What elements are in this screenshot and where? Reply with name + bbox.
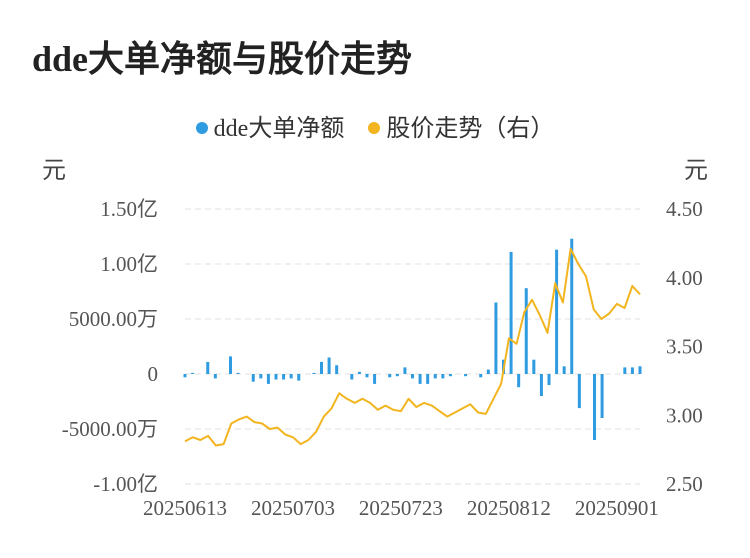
- dde-bar: [441, 374, 445, 379]
- dde-bar: [251, 374, 255, 382]
- dde-bar: [517, 374, 521, 388]
- dde-bar: [532, 359, 536, 374]
- dde-bar: [509, 251, 513, 374]
- dde-bar: [183, 374, 187, 378]
- y-right-tick-label: 3.00: [666, 403, 703, 427]
- dde-bar: [426, 374, 430, 384]
- dde-bar: [289, 374, 293, 379]
- dde-bar: [600, 374, 604, 418]
- dde-bar: [547, 374, 551, 385]
- dde-bar: [479, 374, 483, 378]
- dde-bar: [312, 372, 316, 374]
- dde-bar: [448, 374, 452, 377]
- chart-title: dde大单净额与股价走势: [32, 39, 413, 79]
- dde-bar: [357, 371, 361, 374]
- dde-bar: [350, 374, 354, 380]
- dde-bar: [282, 374, 286, 380]
- legend-item-dde[interactable]: dde大单净额: [195, 108, 345, 143]
- dde-bar: [630, 367, 634, 374]
- legend: dde大单净额 股价走势（右）: [0, 108, 750, 143]
- dde-bar: [229, 356, 232, 374]
- dde-bar: [494, 302, 498, 374]
- dde-bar: [411, 374, 414, 379]
- dde-bar: [418, 374, 422, 384]
- x-tick-label: 20250723: [359, 496, 443, 520]
- dde-bar: [274, 374, 278, 380]
- y-right-unit: 元: [684, 158, 708, 184]
- legend-item-price[interactable]: 股价走势（右）: [368, 108, 554, 143]
- y-right-tick-label: 4.00: [666, 266, 703, 290]
- axis-labels: 1.50亿 1.00亿 5000.00万 0 -5000.00万 -1.00亿 4.50 4.…: [62, 197, 703, 520]
- dde-bar: [577, 374, 581, 409]
- x-tick-label: 20250812: [467, 496, 551, 520]
- line-series: [184, 247, 641, 447]
- dde-bar: [236, 372, 240, 374]
- y-left-tick-label: 5000.00万: [69, 307, 158, 331]
- dde-bar: [570, 238, 574, 374]
- dde-bar: [373, 374, 377, 384]
- dde-bar: [365, 374, 369, 378]
- dde-bar: [327, 357, 331, 374]
- dde-bar: [388, 374, 392, 378]
- dde-bar: [297, 374, 301, 381]
- x-tick-label: 20250703: [251, 496, 335, 520]
- dde-bar: [539, 374, 543, 396]
- x-tick-label: 20250901: [575, 496, 659, 520]
- dde-bar: [555, 249, 559, 374]
- dde-bar: [191, 372, 195, 374]
- legend-dot-icon: [368, 122, 381, 134]
- legend-label: dde大单净额: [213, 116, 345, 142]
- dde-bar: [562, 366, 566, 374]
- y-left-tick-label: 0: [148, 362, 159, 386]
- y-right-tick-label: 4.50: [666, 197, 703, 221]
- dde-bar: [259, 374, 263, 379]
- y-left-tick-label: -5000.00万: [62, 417, 158, 441]
- dde-bar: [524, 288, 528, 374]
- dde-bar: [433, 374, 437, 379]
- legend-label: 股价走势（右）: [386, 116, 555, 142]
- y-left-tick-label: 1.50亿: [100, 197, 158, 221]
- dde-bar: [486, 369, 490, 374]
- dde-bar: [464, 374, 468, 377]
- dde-bar: [593, 374, 596, 440]
- x-tick-label: 20250613: [143, 496, 227, 520]
- y-right-tick-label: 2.50: [666, 472, 703, 496]
- y-left-unit: 元: [42, 158, 66, 184]
- bar-series: [183, 238, 642, 440]
- dde-bar: [206, 361, 210, 374]
- price-line: [184, 247, 641, 447]
- y-left-tick-label: 1.00亿: [100, 252, 158, 276]
- legend-dot-icon: [195, 122, 208, 134]
- y-right-tick-label: 3.50: [666, 335, 703, 359]
- dde-bar: [320, 361, 323, 374]
- dde-bar: [213, 374, 217, 379]
- dde-bar: [638, 366, 642, 374]
- dde-bar: [395, 374, 399, 377]
- dde-bar: [266, 374, 270, 384]
- y-left-tick-label: -1.00亿: [93, 472, 158, 496]
- dde-bar: [623, 367, 627, 374]
- dde-bar: [403, 367, 407, 374]
- dde-bar: [335, 365, 339, 374]
